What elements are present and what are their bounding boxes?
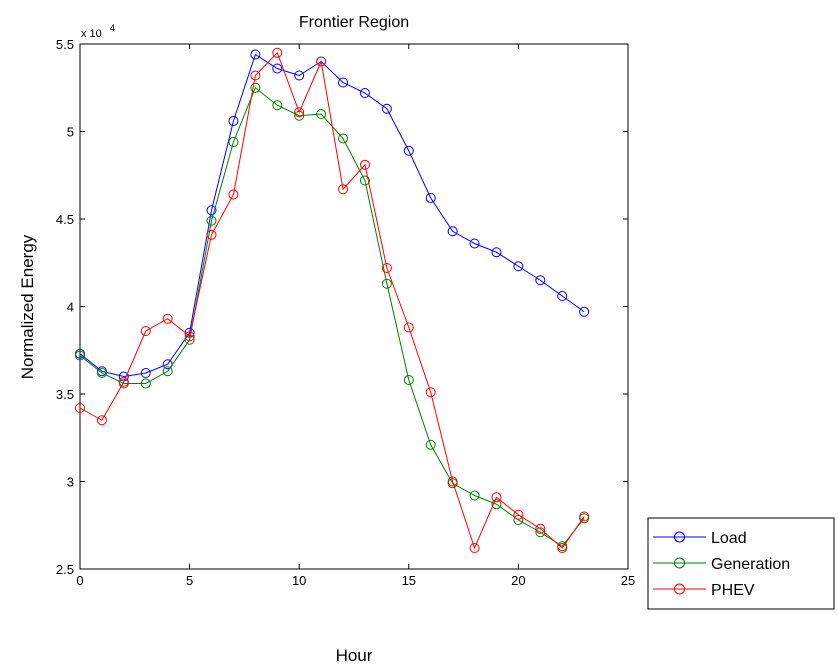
data-point-phev (162, 313, 173, 324)
legend-label: PHEV (711, 582, 755, 599)
data-point-phev (425, 387, 436, 398)
data-point-generation (359, 175, 370, 186)
data-point-load (447, 226, 458, 237)
y-tick-label: 5.5 (56, 37, 74, 52)
data-point-load (228, 116, 239, 126)
legend-swatch-marker (674, 557, 685, 569)
chart-title: Frontier Region (299, 14, 409, 31)
data-point-phev (316, 56, 327, 67)
data-point-phev (75, 403, 85, 413)
data-point-generation (316, 109, 327, 119)
y-multiplier-exponent: 4 (110, 23, 115, 33)
y-tick-label: 5 (67, 125, 74, 140)
data-point-load (535, 275, 546, 286)
y-tick-label: 2.5 (56, 562, 74, 577)
x-tick-label: 5 (186, 573, 193, 588)
data-point-phev (250, 70, 261, 81)
data-point-generation (140, 378, 151, 389)
plot-area (79, 43, 629, 570)
y-multiplier-label: x 10 (81, 28, 102, 40)
data-point-load (272, 63, 283, 74)
data-point-phev (579, 511, 590, 522)
data-point-generation (206, 215, 217, 226)
data-point-phev (535, 523, 546, 534)
data-point-phev (272, 47, 283, 58)
data-point-phev (381, 263, 392, 273)
data-point-generation (513, 515, 524, 525)
data-point-phev (206, 229, 217, 240)
x-axis-label: Hour (336, 646, 373, 665)
data-point-phev (469, 543, 480, 553)
x-tick-label: 0 (76, 573, 83, 588)
data-point-phev (359, 159, 370, 170)
data-point-phev (338, 184, 349, 195)
data-point-load (557, 291, 568, 301)
x-tick-label: 10 (292, 573, 306, 588)
data-point-load (579, 306, 590, 317)
data-point-phev (294, 107, 305, 118)
data-point-phev (403, 322, 414, 333)
series-layer (75, 47, 590, 553)
legend-entry-load: Load (653, 530, 747, 547)
data-point-generation (381, 278, 392, 289)
data-point-generation (272, 100, 283, 111)
data-point-load (491, 247, 502, 258)
axis-ticks: 0 5 10 15 20 25 2.5 3 3.5 4 4.5 5 5.5 (56, 37, 635, 588)
data-point-generation (338, 133, 349, 144)
data-point-load (381, 103, 392, 114)
data-point-generation (96, 368, 107, 378)
x-tick-label: 25 (621, 573, 635, 588)
series-load (75, 49, 590, 382)
legend-swatch-marker (674, 531, 685, 543)
data-point-load (294, 70, 305, 81)
legend-swatch-marker (674, 583, 685, 595)
data-point-phev (447, 476, 458, 487)
legend-entry-phev: PHEV (653, 582, 755, 599)
data-point-phev (118, 376, 129, 387)
y-tick-label: 3 (67, 475, 74, 490)
legend-entry-generation: Generation (653, 556, 790, 573)
data-point-generation (228, 137, 239, 147)
data-point-generation (75, 350, 85, 361)
data-point-load (359, 88, 370, 98)
y-axis-label: Normalized Energy (18, 234, 37, 379)
legend: Load Generation PHEV (647, 517, 835, 610)
x-tick-label: 20 (511, 573, 525, 588)
data-point-generation (425, 439, 436, 450)
data-point-load (140, 368, 151, 378)
data-point-phev (228, 189, 239, 200)
data-point-generation (491, 499, 502, 510)
series-phev (75, 47, 590, 553)
data-point-generation (403, 375, 414, 385)
data-point-phev (557, 543, 568, 553)
legend-label: Generation (711, 556, 790, 573)
data-point-load (403, 145, 414, 156)
data-point-generation (162, 366, 173, 377)
data-point-phev (184, 331, 195, 342)
y-multiplier: x 10 4 (81, 23, 115, 40)
data-point-generation (250, 82, 261, 93)
data-point-load (513, 261, 524, 272)
data-point-load (338, 77, 349, 88)
data-point-phev (96, 415, 107, 426)
data-point-phev (513, 509, 524, 520)
x-tick-label: 15 (402, 573, 416, 588)
data-point-phev (491, 492, 502, 503)
y-tick-label: 4.5 (56, 212, 74, 227)
data-point-phev (140, 326, 151, 336)
legend-label: Load (711, 530, 747, 547)
data-point-load (206, 205, 217, 216)
y-tick-label: 3.5 (56, 387, 74, 402)
y-tick-label: 4 (67, 300, 74, 315)
data-point-load (250, 49, 261, 60)
data-point-load (425, 193, 436, 203)
data-point-load (469, 238, 480, 249)
data-point-generation (469, 490, 480, 501)
